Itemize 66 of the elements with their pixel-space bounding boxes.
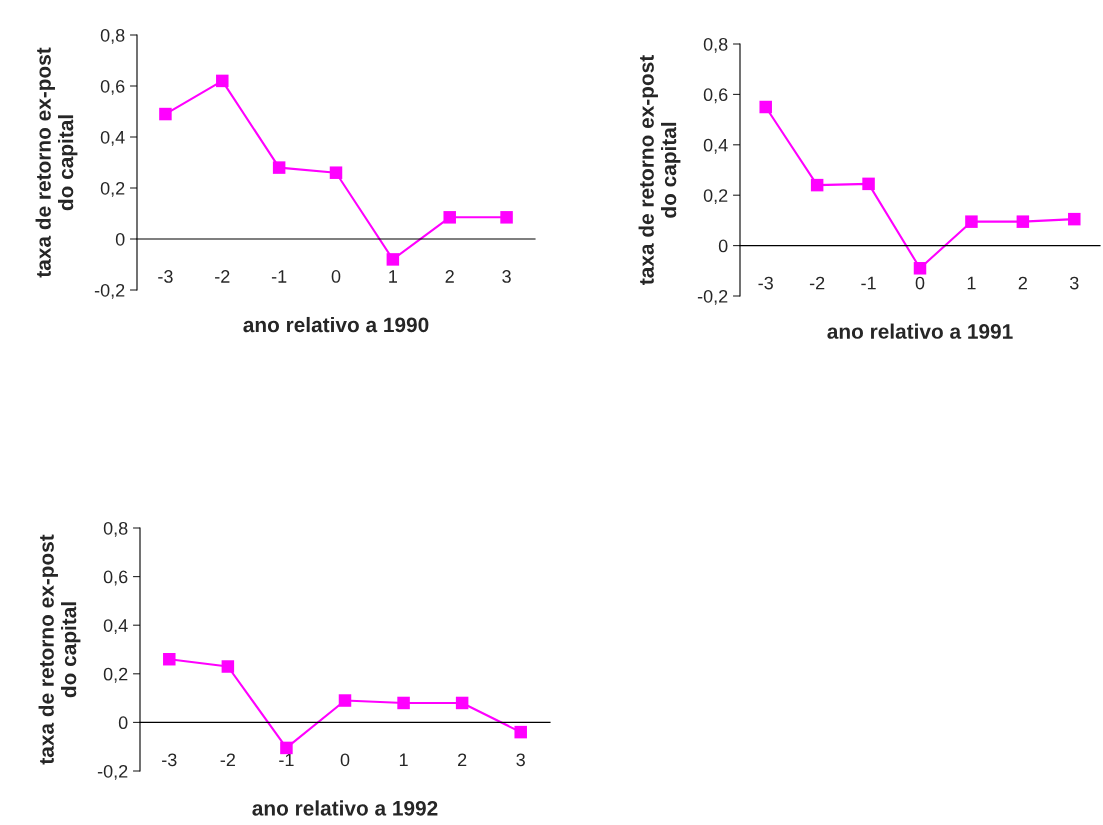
y-tick-label: -0,2 [94,283,125,299]
point [386,253,400,266]
y-tick-label: 0 [115,232,125,246]
y-tick-label: 0,6 [103,570,128,586]
x-tick-label: 2 [1018,276,1027,290]
y-tick-label: -0,2 [97,764,128,780]
point [862,177,875,191]
x-tick-label: 2 [458,753,467,767]
x-tick-label: -1 [861,276,876,290]
x-axis-title: ano relativo a 1990 [243,316,429,333]
x-tick-label: 1 [399,753,408,767]
point [338,694,352,707]
x-tick-label: 0 [331,270,341,283]
point [514,725,527,739]
point [455,696,469,710]
y-tick-label: 0,6 [100,79,125,95]
x-tick-label: -2 [215,270,230,283]
y-tick-label: 0,8 [703,37,728,53]
y-tick-label: 0,2 [100,181,125,197]
point [965,215,978,228]
point [759,100,772,114]
point [216,74,229,88]
x-tick-label: 0 [340,753,350,767]
y-tick-label: 0 [118,716,128,730]
point [443,211,456,224]
x-tick-label: -3 [162,753,177,767]
point [1068,212,1081,226]
x-tick-label: 2 [445,270,454,283]
y-axis-title: taxa de retorno ex-post do capital [35,47,78,278]
x-tick-label: 3 [1069,276,1079,290]
x-tick-label: -1 [279,753,294,767]
point [280,741,293,755]
point [163,652,176,666]
y-tick-label: 0,2 [103,667,128,683]
x-tick-label: 3 [516,753,525,767]
y-tick-label: 0,8 [103,521,128,537]
x-tick-label: -2 [809,276,825,290]
x-axis-title: ano relativo a 1992 [252,800,438,816]
point [500,211,513,224]
x-tick-label: -1 [271,270,287,283]
point [159,107,172,121]
point [272,161,286,174]
y-tick-label: 0,8 [100,28,125,44]
x-tick-label: -3 [158,270,173,283]
x-tick-label: -2 [220,753,235,767]
x-tick-label: 0 [915,276,925,290]
point [1016,215,1030,228]
y-tick-label: 0,4 [103,619,128,635]
x-tick-label: -3 [758,276,773,290]
x-axis-title: ano relativo a 1991 [827,323,1013,339]
point [329,166,343,179]
y-axis-title: taxa de retorno ex-post do capital [38,534,81,765]
y-tick-label: -0,2 [697,289,728,305]
point [913,262,927,275]
point [397,696,410,710]
y-axis-title: taxa de retorno ex-post do capital [638,55,681,285]
y-tick-label: 0 [718,239,728,253]
y-tick-label: 0,2 [703,189,728,205]
x-tick-label: 3 [502,270,511,283]
point [221,660,235,673]
x-tick-label: 1 [389,270,397,283]
x-tick-label: 1 [967,276,976,290]
y-tick-label: 0,6 [703,88,728,104]
y-tick-label: 0,4 [703,138,728,154]
y-tick-label: 0,4 [100,130,125,146]
point [810,178,824,192]
